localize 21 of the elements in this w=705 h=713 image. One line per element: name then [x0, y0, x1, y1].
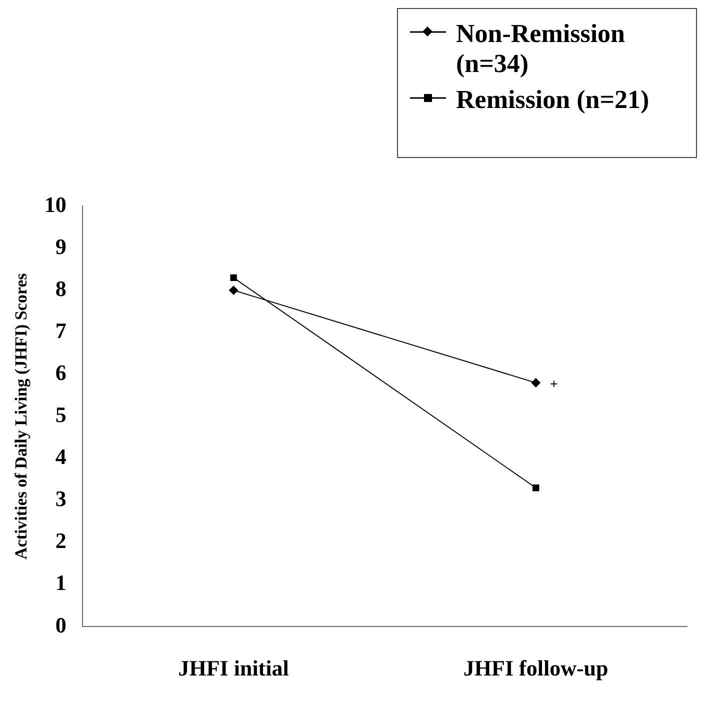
y-tick-label: 0 [55, 612, 66, 638]
y-tick-label: 4 [55, 444, 66, 470]
annotation: + [550, 377, 558, 392]
legend-label: Remission (n=21) [456, 85, 650, 115]
y-tick-label: 5 [55, 402, 66, 428]
y-tick-label: 2 [55, 528, 66, 554]
y-tick-label: 1 [55, 570, 66, 596]
point [532, 484, 540, 492]
y-axis-title: Activities of Daily Living (JHFI) Scores [12, 272, 31, 560]
y-tick-label: 3 [55, 486, 66, 512]
y-tick-label: 10 [44, 192, 66, 217]
y-tick-label: 6 [55, 360, 66, 386]
y-tick-label: 7 [55, 318, 66, 344]
legend-label: Non-Remission (n=34) [456, 19, 626, 79]
x-tick-label: JHFI follow-up [463, 655, 608, 680]
y-tick-label: 8 [55, 276, 66, 301]
y-tick-label: 9 [55, 234, 66, 259]
point [230, 274, 237, 281]
point [229, 286, 238, 295]
x-tick-label: JHFI initial [178, 655, 289, 680]
point [531, 378, 540, 388]
